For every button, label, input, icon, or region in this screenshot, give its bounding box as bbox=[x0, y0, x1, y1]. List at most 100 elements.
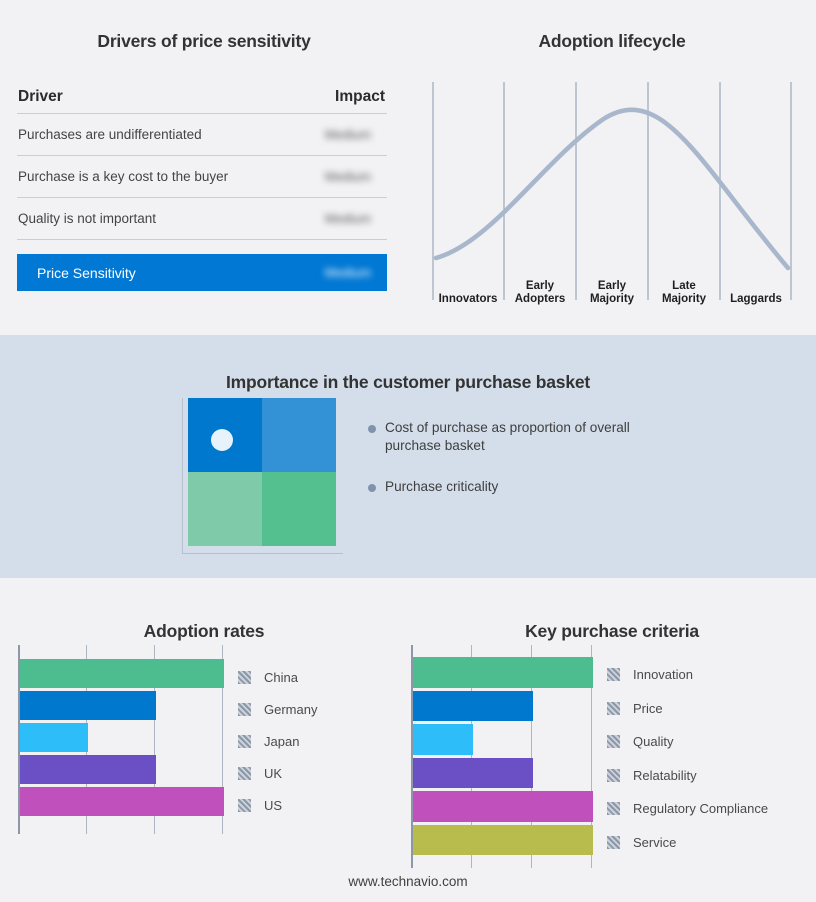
column-header-impact: Impact bbox=[335, 88, 385, 105]
gridline bbox=[154, 645, 155, 834]
key-purchase-criteria-chart: Innovation Price Quality Relatability Regula… bbox=[411, 645, 768, 868]
bar-row bbox=[413, 824, 593, 855]
bar bbox=[413, 724, 473, 755]
bar-row bbox=[20, 723, 224, 752]
legend-label: Innovation bbox=[633, 667, 693, 683]
legend-label: Japan bbox=[264, 733, 300, 749]
impact-value-redacted: Medium bbox=[324, 211, 371, 226]
key-purchase-criteria-title: Key purchase criteria bbox=[525, 620, 699, 641]
legend-label: Regulatory Compliance bbox=[633, 801, 769, 817]
value-axis-line bbox=[18, 645, 20, 834]
gridline bbox=[471, 645, 472, 868]
importance-in-purchase-basket-panel: Importance in the customer purchase bask… bbox=[0, 335, 816, 578]
adoption-rates-title: Adoption rates bbox=[143, 620, 265, 641]
lifecycle-segment-late-majority: Late Majority bbox=[648, 254, 720, 310]
impact-value-redacted: Medium bbox=[324, 169, 371, 184]
criteria-plot-area bbox=[411, 645, 593, 868]
bar-row bbox=[20, 787, 224, 816]
legend-item: US bbox=[238, 789, 317, 821]
lifecycle-segment-labels: Innovators Early Adopters Early Majority… bbox=[432, 254, 792, 310]
hatched-square-icon bbox=[238, 766, 251, 780]
hatched-square-icon bbox=[607, 802, 620, 816]
driver-label: Purchase is a key cost to the buyer bbox=[18, 169, 229, 184]
bar bbox=[413, 824, 593, 855]
adoption-rates-chart: China Germany Japan UK US bbox=[18, 645, 317, 834]
legend-item: Service bbox=[607, 826, 768, 860]
criteria-bars bbox=[413, 657, 593, 858]
summary-row-label: Price Sensitivity bbox=[37, 264, 136, 281]
footer-url: www.technavio.com bbox=[348, 874, 468, 889]
segment-label-line1: Early bbox=[597, 279, 627, 292]
column-header-driver: Driver bbox=[18, 88, 63, 105]
legend-label: Service bbox=[633, 834, 677, 850]
legend-item: Relatability bbox=[607, 759, 768, 793]
segment-label-line2: Majority bbox=[589, 293, 635, 306]
lifecycle-segment-innovators: Innovators bbox=[432, 254, 504, 310]
legend-item: China bbox=[238, 661, 317, 693]
adoption-rates-plot-area bbox=[18, 645, 224, 834]
bar bbox=[20, 755, 156, 784]
legend-item: Innovation bbox=[607, 658, 768, 692]
value-axis-line bbox=[411, 645, 413, 868]
basket-panel-title: Importance in the customer purchase bask… bbox=[225, 371, 591, 392]
hatched-square-icon bbox=[607, 701, 620, 715]
table-row: Purchases are undifferentiated Medium bbox=[17, 114, 387, 156]
hatched-square-icon bbox=[238, 734, 251, 748]
bar bbox=[413, 791, 593, 822]
table-row: Purchase is a key cost to the buyer Medi… bbox=[17, 156, 387, 198]
lifecycle-segment-early-majority: Early Majority bbox=[576, 254, 648, 310]
basket-legend-label: Cost of purchase as proportion of overal… bbox=[385, 420, 630, 454]
drivers-of-price-sensitivity-panel: Drivers of price sensitivity Driver Impa… bbox=[0, 0, 408, 335]
bar bbox=[413, 757, 533, 788]
bar bbox=[20, 787, 224, 816]
adoption-lifecycle-panel: Adoption lifecycle Innovators Ea bbox=[408, 0, 816, 335]
legend-item: Price bbox=[607, 692, 768, 726]
matrix-position-marker bbox=[211, 429, 233, 451]
bar-row bbox=[413, 757, 593, 788]
criteria-gridlines bbox=[411, 645, 592, 868]
segment-label-line1: Late bbox=[672, 279, 696, 292]
bar bbox=[20, 723, 88, 752]
adoption-rates-legend: China Germany Japan UK US bbox=[238, 645, 317, 834]
matrix-quadrant-bottom-right bbox=[262, 472, 336, 546]
segment-label-line2: Majority bbox=[661, 293, 707, 306]
legend-item: UK bbox=[238, 757, 317, 789]
bar-row bbox=[20, 755, 224, 784]
segment-label-line1: Innovators bbox=[438, 293, 498, 306]
basket-legend: Cost of purchase as proportion of overal… bbox=[368, 419, 728, 518]
matrix-quadrant-top-right bbox=[262, 398, 336, 472]
matrix-quadrant-bottom-left bbox=[188, 472, 262, 546]
hatched-square-icon bbox=[607, 835, 620, 849]
hatched-square-icon bbox=[607, 668, 620, 682]
hatched-square-icon bbox=[238, 670, 251, 684]
list-item: Cost of purchase as proportion of overal… bbox=[368, 419, 728, 456]
lifecycle-panel-title: Adoption lifecycle bbox=[538, 30, 686, 51]
lifecycle-chart: Innovators Early Adopters Early Majority… bbox=[432, 82, 792, 310]
drivers-table-header: Driver Impact bbox=[17, 88, 387, 114]
bar-row bbox=[413, 791, 593, 822]
lifecycle-segment-dividers bbox=[432, 82, 792, 300]
criteria-legend: Innovation Price Quality Relatability Regula… bbox=[607, 645, 768, 868]
legend-label: Price bbox=[633, 700, 663, 716]
lifecycle-bell-curve-svg bbox=[432, 82, 792, 300]
legend-item: Quality bbox=[607, 725, 768, 759]
purchase-basket-matrix bbox=[182, 398, 347, 558]
bar bbox=[413, 657, 593, 688]
gridline bbox=[591, 645, 592, 868]
segment-label-line1: Early bbox=[525, 279, 555, 292]
bar bbox=[20, 659, 224, 688]
bar-row bbox=[20, 691, 224, 720]
matrix-frame bbox=[182, 398, 343, 554]
legend-label: Germany bbox=[264, 701, 318, 717]
bullet-dot-icon bbox=[368, 483, 376, 492]
legend-item: Germany bbox=[238, 693, 317, 725]
impact-value-redacted: Medium bbox=[324, 127, 371, 142]
matrix-quadrants bbox=[188, 398, 336, 546]
legend-label: UK bbox=[264, 765, 283, 781]
segment-label-line2: Adopters bbox=[514, 293, 566, 306]
gridline bbox=[222, 645, 223, 834]
driver-label: Purchases are undifferentiated bbox=[18, 127, 202, 142]
bar-row bbox=[413, 724, 593, 755]
segment-label-line1: Laggards bbox=[730, 293, 782, 306]
